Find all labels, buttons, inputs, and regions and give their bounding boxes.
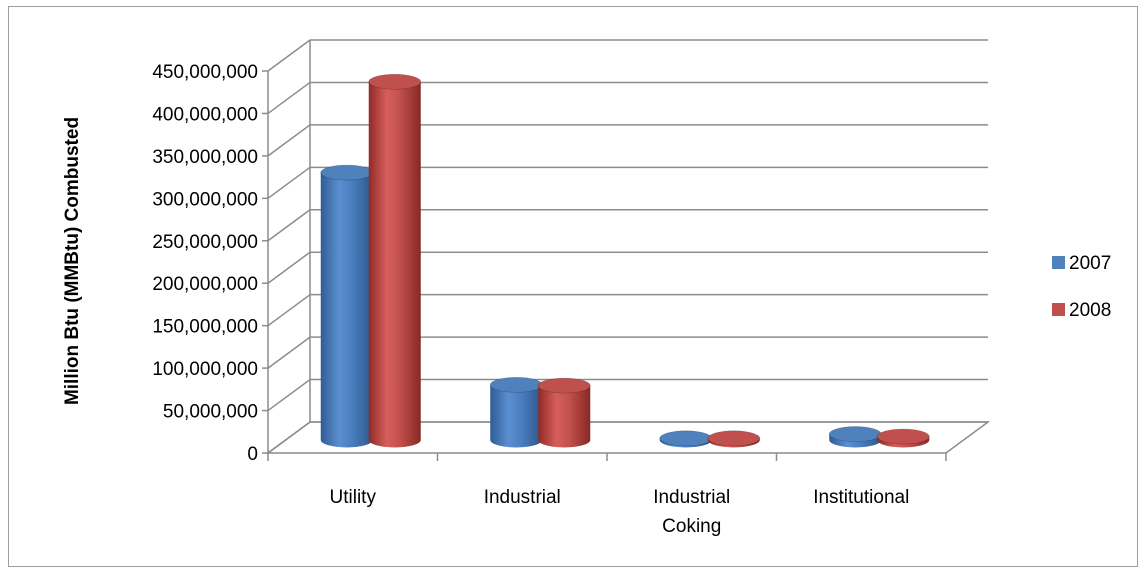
bar-top [828, 426, 882, 442]
y-axis: 0 50,000,000 100,000,000 150,000,000 200,000… [152, 62, 268, 465]
y-tick-label: 200,000,000 [152, 274, 258, 295]
gridline-diagonal [267, 81, 311, 115]
bar-top [368, 73, 422, 90]
gridline-diagonal [267, 378, 311, 412]
bars-group [320, 73, 930, 448]
bar-top [707, 430, 761, 447]
y-tick-label: 150,000,000 [152, 317, 258, 338]
x-tick-label: Industrial [484, 487, 561, 508]
x-tick-label-line: Coking [662, 516, 721, 537]
plot-walls [265, 39, 991, 454]
y-tick-label: 350,000,000 [152, 147, 258, 168]
x-tick-label-line: Industrial [484, 487, 561, 508]
y-axis-label: Million Btu (MMBtu) Combusted [62, 117, 83, 405]
gridline-diagonal [267, 209, 311, 242]
bar-2008-institutional [876, 428, 930, 448]
legend-label-2007: 2007 [1069, 253, 1111, 274]
bar-top [537, 377, 591, 394]
gridline-diagonal [267, 39, 311, 72]
bar-top [659, 430, 713, 447]
bar-2008-industrial [537, 377, 591, 448]
y-tick-label: 0 [247, 444, 258, 465]
x-tick-label-line: Institutional [813, 487, 909, 508]
y-tick-label: 450,000,000 [152, 62, 258, 83]
bar-top [876, 428, 930, 445]
legend-label-2008: 2008 [1069, 300, 1111, 321]
gridline-diagonal [267, 166, 311, 199]
gridline-diagonal [267, 421, 311, 454]
gridline-diagonal [267, 294, 311, 327]
gridline-diagonal [267, 336, 311, 369]
x-tick-label: Utility [330, 487, 377, 508]
chart-frame [8, 6, 1138, 567]
bar-body [538, 385, 591, 448]
y-tick-label: 100,000,000 [152, 359, 258, 380]
x-tick-label-line: Utility [330, 487, 377, 508]
x-axis: Utility Industrial Industrial Coking Institu… [267, 453, 947, 537]
bar-2008-industrial-coking [707, 430, 761, 448]
legend-swatch-2008 [1052, 303, 1065, 316]
y-tick-label: 300,000,000 [152, 189, 258, 210]
bar-body [490, 384, 543, 448]
gridline-diagonal [267, 124, 311, 157]
bar-body [320, 172, 373, 448]
y-tick-label: 400,000,000 [152, 104, 258, 125]
legend: 2007 2008 [1052, 253, 1111, 321]
bar-top [320, 164, 374, 181]
y-tick-label: 250,000,000 [152, 232, 258, 253]
y-tick-label: 50,000,000 [163, 402, 258, 423]
bar-2007-utility [320, 164, 374, 448]
bar-2008-utility [368, 73, 422, 448]
bar-body [368, 81, 421, 448]
bar-2007-industrial [489, 377, 543, 448]
bar-2007-institutional [828, 426, 882, 448]
gridline-diagonal [267, 251, 311, 284]
bar-top [489, 377, 543, 393]
x-tick-label-line: Industrial [653, 487, 730, 508]
x-tick-label: Institutional [813, 487, 909, 508]
x-tick-label: Industrial Coking [653, 487, 730, 537]
bar-2007-industrial-coking [659, 430, 713, 448]
legend-swatch-2007 [1052, 256, 1065, 269]
